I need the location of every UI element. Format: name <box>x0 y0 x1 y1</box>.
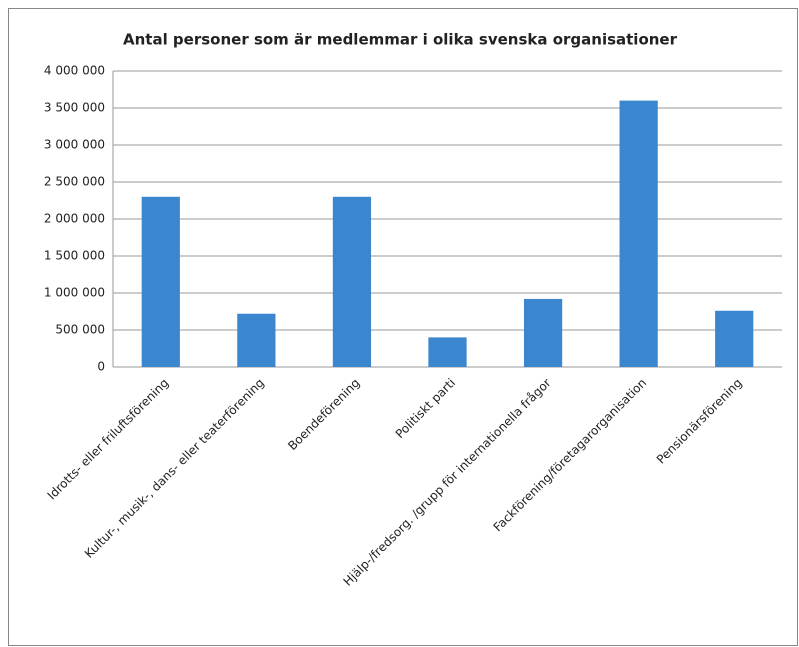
bar <box>141 196 180 367</box>
y-tick-label: 3 500 000 <box>44 101 105 115</box>
chart-title: Antal personer som är medlemmar i olika … <box>123 31 678 49</box>
y-tick-label: 1 500 000 <box>44 249 105 263</box>
y-tick-label: 3 000 000 <box>44 138 105 152</box>
y-tick-label: 1 000 000 <box>44 286 105 300</box>
bar <box>428 337 467 367</box>
bar <box>619 100 658 367</box>
bar <box>332 196 372 367</box>
y-tick-label: 2 000 000 <box>44 212 105 226</box>
bar <box>715 310 754 367</box>
y-tick-label: 4 000 000 <box>44 64 105 78</box>
chart-frame <box>8 8 798 646</box>
y-tick-label: 2 500 000 <box>44 175 105 189</box>
bar <box>237 313 276 367</box>
bar <box>523 298 563 367</box>
y-tick-label: 0 <box>97 360 105 374</box>
y-tick-label: 500 000 <box>55 323 105 337</box>
